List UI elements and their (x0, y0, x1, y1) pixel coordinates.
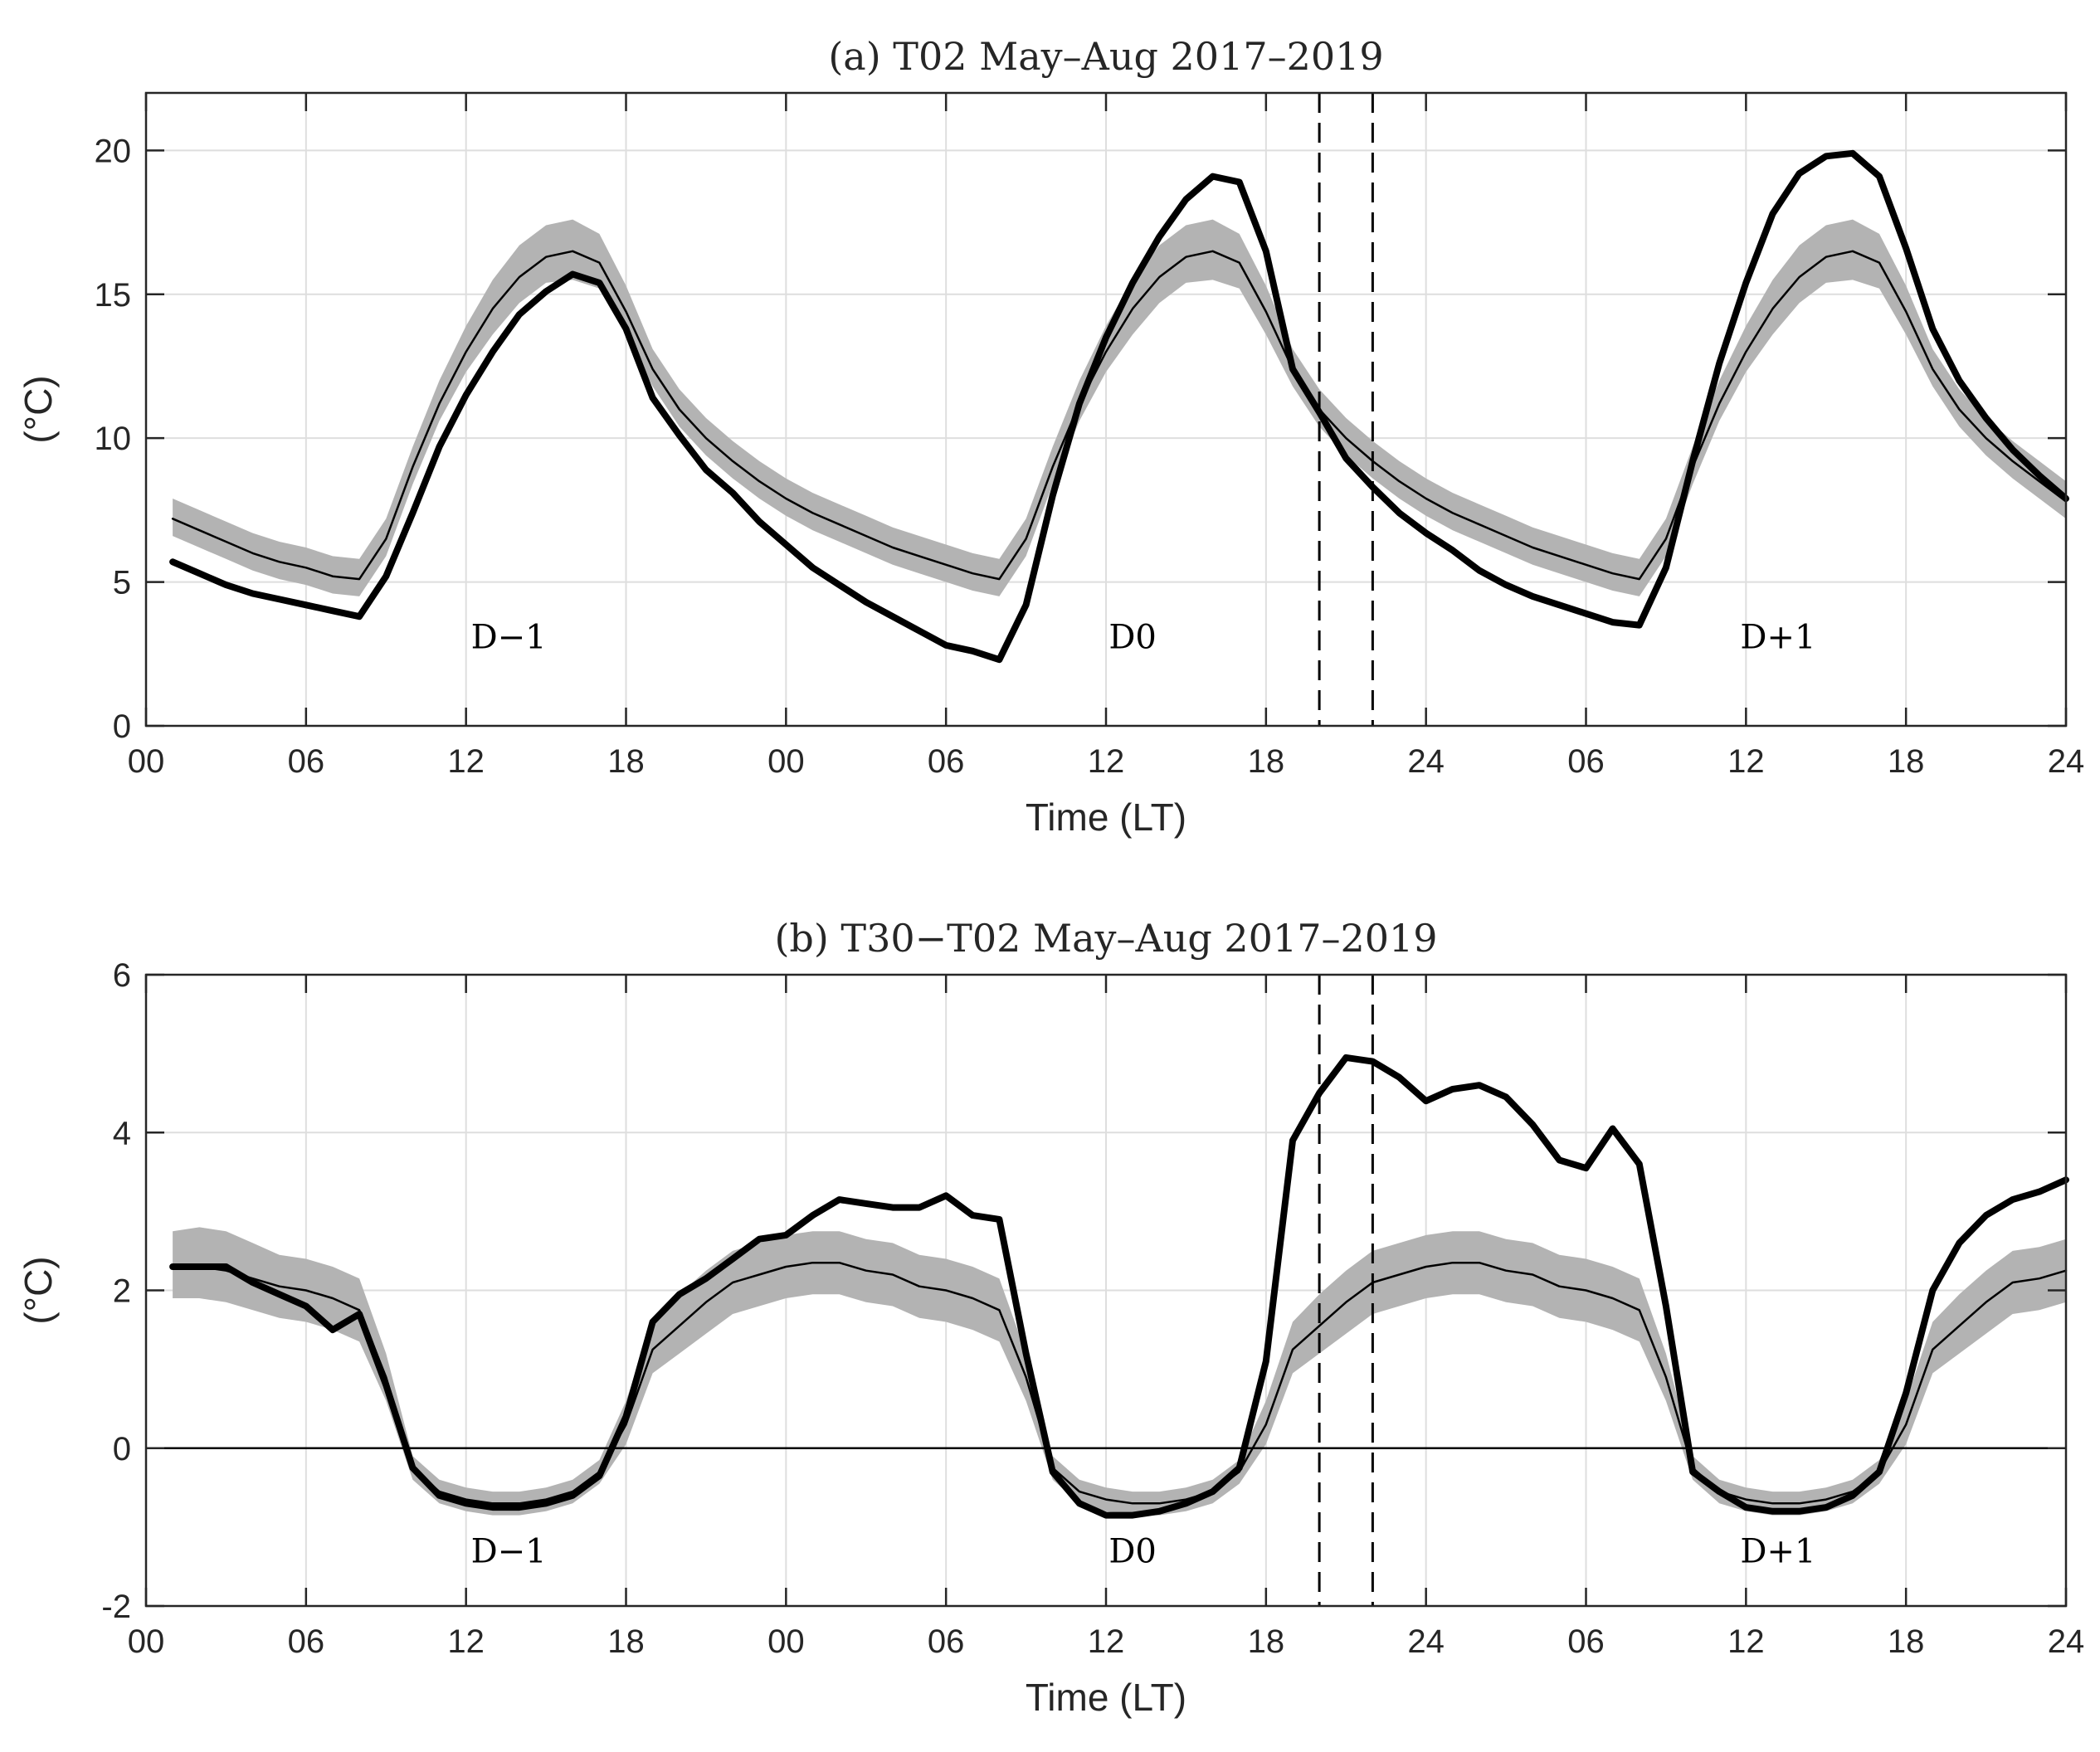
day-label: D0 (1108, 1532, 1157, 1570)
climatology-range-band (173, 219, 2066, 596)
x-tick-label: 12 (447, 1623, 485, 1660)
y-tick-label: 5 (113, 565, 131, 601)
x-tick-label: 18 (1248, 743, 1285, 780)
x-tick-label: 00 (128, 1623, 165, 1660)
x-axis-label: Time (LT) (1026, 1676, 1186, 1719)
climatology-range-band (173, 1227, 2066, 1516)
x-tick-label: 06 (1567, 1623, 1605, 1660)
day-label: D−1 (471, 1532, 547, 1570)
x-tick-label: 18 (1248, 1623, 1285, 1660)
x-axis-label: Time (LT) (1026, 796, 1186, 839)
y-tick-label: 20 (95, 133, 132, 169)
x-tick-label: 06 (928, 743, 965, 780)
y-tick-label: 15 (95, 277, 132, 314)
x-tick-label: 06 (928, 1623, 965, 1660)
y-tick-label: 0 (113, 1431, 131, 1467)
x-tick-label: 00 (767, 1623, 805, 1660)
x-tick-label: 12 (1727, 1623, 1765, 1660)
y-axis-label: (°C) (17, 1256, 60, 1324)
climatology-mean-line (171, 1261, 2068, 1505)
x-tick-label: 12 (447, 743, 485, 780)
y-axis-label: (°C) (17, 375, 60, 443)
x-tick-label: 24 (1407, 1623, 1445, 1660)
y-tick-label: 0 (113, 708, 131, 745)
x-tick-label: 06 (288, 743, 325, 780)
y-tick-label: 6 (113, 957, 131, 994)
x-tick-label: 00 (767, 743, 805, 780)
y-tick-label: 4 (113, 1115, 131, 1151)
x-tick-label: 18 (1888, 743, 1925, 780)
day-label: D−1 (471, 618, 547, 656)
day-label: D0 (1108, 618, 1157, 656)
x-tick-label: 06 (1567, 743, 1605, 780)
x-tick-label: 00 (128, 743, 165, 780)
x-tick-label: 18 (607, 1623, 645, 1660)
day-label: D+1 (1740, 618, 1815, 656)
x-tick-label: 24 (2048, 1623, 2085, 1660)
day-label: D+1 (1740, 1532, 1815, 1570)
x-tick-label: 24 (2048, 743, 2085, 780)
x-tick-label: 12 (1088, 743, 1125, 780)
chart-title: (b) T30−T02 May–Aug 2017–2019 (774, 916, 1437, 961)
x-tick-label: 18 (1888, 1623, 1925, 1660)
x-tick-label: 18 (607, 743, 645, 780)
event-series-line (169, 1054, 2069, 1519)
panel-a: 00 06 12 18 00 06 12 18 24 06 12 18 24 0 5 10 15 20 D−1 D0 D… (17, 34, 2084, 839)
climatology-mean-line (171, 250, 2068, 581)
y-tick-label: -2 (101, 1589, 131, 1625)
event-series-line (169, 149, 2069, 664)
chart-title: (a) T02 May–Aug 2017–2019 (828, 34, 1383, 79)
y-tick-label: 2 (113, 1273, 131, 1310)
x-tick-label: 12 (1727, 743, 1765, 780)
x-tick-label: 06 (288, 1623, 325, 1660)
x-tick-label: 12 (1088, 1623, 1125, 1660)
y-tick-label: 10 (95, 421, 132, 457)
x-tick-label: 24 (1407, 743, 1445, 780)
